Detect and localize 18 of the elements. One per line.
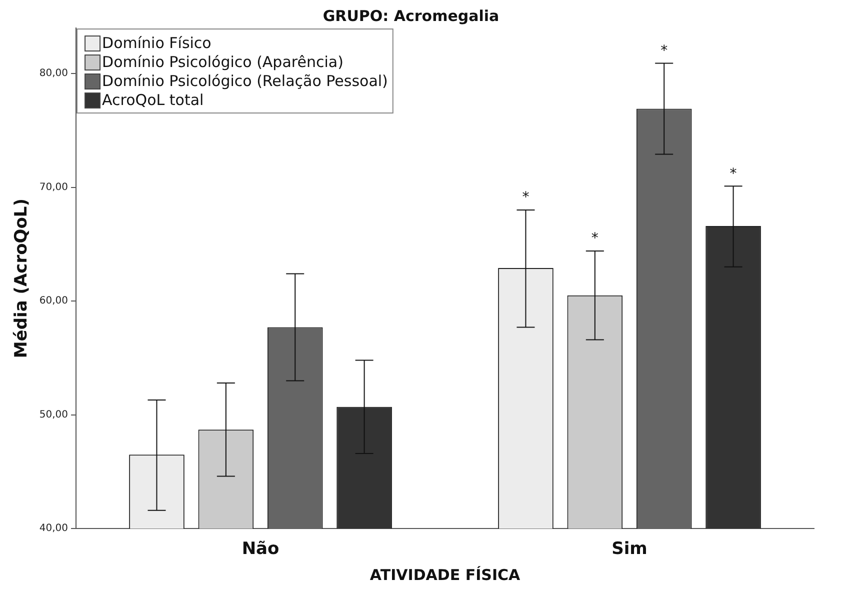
annotation: * <box>591 230 598 247</box>
x-axis-title: ATIVIDADE FÍSICA <box>370 566 521 584</box>
y-tick-label: 40,00 <box>39 523 68 534</box>
x-tick-label: Sim <box>612 539 648 560</box>
x-tick-label: Não <box>242 539 280 560</box>
y-tick-label: 70,00 <box>39 182 68 193</box>
y-axis-title: Média (AcroQoL) <box>12 198 32 358</box>
legend-label: Domínio Físico <box>102 34 212 52</box>
y-tick-label: 60,00 <box>39 296 68 307</box>
legend-label: Domínio Psicológico (Aparência) <box>102 52 344 71</box>
annotation: * <box>522 190 530 206</box>
legend-label: AcroQoL total <box>102 90 204 109</box>
annotation: * <box>730 166 737 182</box>
y-tick-label: 50,00 <box>39 409 68 420</box>
y-tick-label: 80,00 <box>39 68 68 80</box>
chart-title: GRUPO: Acromegalia <box>322 6 500 25</box>
annotation: * <box>660 42 668 59</box>
legend-label: Domínio Psicológico (Relação Pessoal) <box>102 72 388 90</box>
